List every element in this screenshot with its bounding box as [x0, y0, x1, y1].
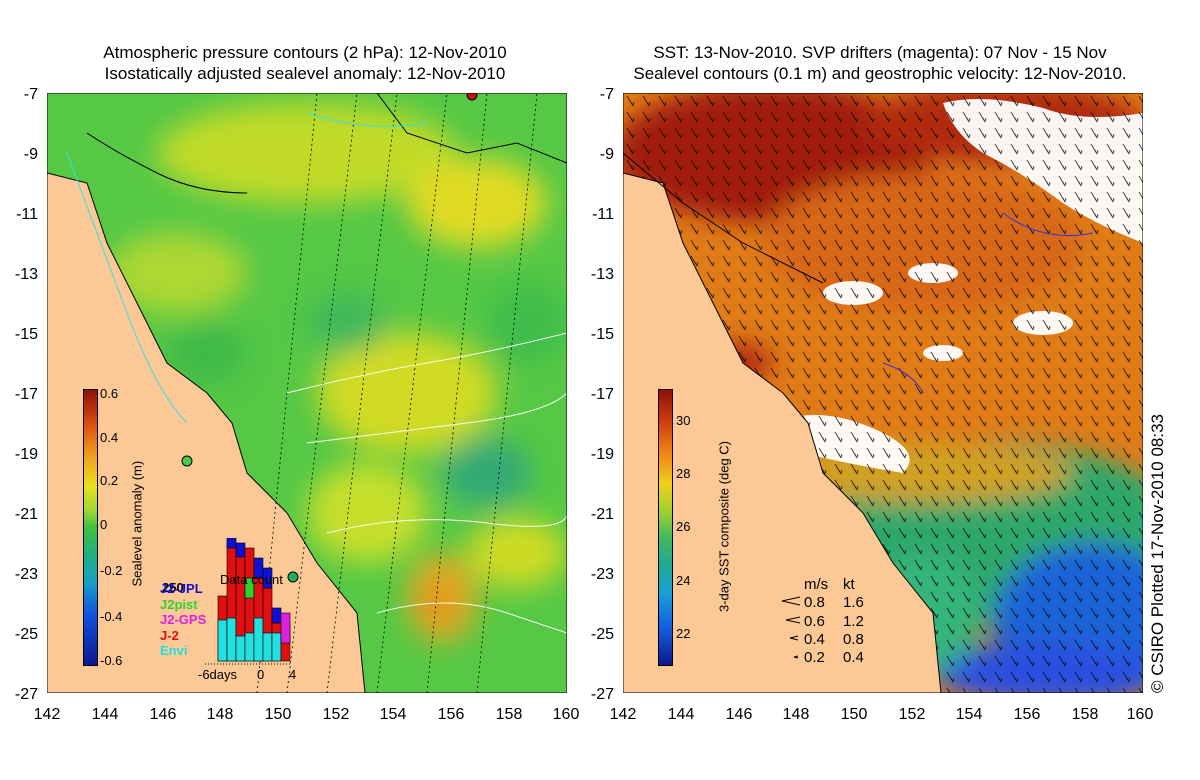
colorbar-tick: 0.6 [100, 386, 119, 401]
x-tick: 150 [840, 706, 868, 723]
right-title-line1: SST: 13-Nov-2010. SVP drifters (magenta)… [653, 43, 1107, 62]
sst-colorbar [658, 389, 673, 666]
inset-max-label: 250 [162, 580, 184, 595]
satellite-legend-item: J2-GPS [160, 612, 207, 627]
colorbar-tick: 22 [676, 626, 691, 641]
y-tick: -7 [599, 86, 614, 103]
x-tick: 160 [1126, 706, 1154, 723]
y-tick: -9 [23, 146, 38, 163]
satellite-legend-item: J2pist [160, 596, 198, 612]
velocity-kt-value: 0.4 [843, 649, 864, 666]
x-tick: 146 [725, 706, 753, 723]
y-tick: -9 [599, 146, 614, 163]
left-title-line2: Isostatically adjusted sealevel anomaly:… [104, 64, 506, 83]
colorbar-tick: 0 [100, 517, 108, 532]
y-tick: -25 [14, 626, 38, 643]
y-tick: -11 [592, 206, 614, 223]
x-tick: 150 [264, 706, 292, 723]
velocity-kt-value: 1.6 [843, 594, 864, 611]
colorbar-tick: 28 [676, 466, 691, 481]
x-tick: 142 [33, 706, 61, 723]
colorbar-tick: 30 [676, 413, 691, 428]
velocity-ms-value: 0.8 [804, 594, 825, 611]
right-title-line2: Sealevel contours (0.1 m) and geostrophi… [633, 64, 1127, 83]
left-title-line1: Atmospheric pressure contours (2 hPa): 1… [103, 43, 507, 62]
y-tick: -13 [14, 266, 38, 283]
y-tick: -25 [590, 626, 614, 643]
velocity-ms-value: 0.4 [804, 631, 825, 648]
inset-x-tick: 4 [289, 667, 297, 682]
colorbar-tick: -0.6 [100, 653, 123, 668]
colorbar-tick: 24 [676, 573, 691, 588]
x-tick: 158 [495, 706, 523, 723]
x-tick: 156 [437, 706, 465, 723]
colorbar-tick: 26 [676, 519, 691, 534]
y-tick: -17 [590, 386, 614, 403]
credit-text: © CSIRO Plotted 17-Nov-2010 08:33 [1148, 413, 1167, 693]
velocity-header-ms: m/s [804, 576, 829, 593]
y-tick: -19 [14, 446, 38, 463]
x-tick: 146 [149, 706, 177, 723]
y-tick: -23 [590, 566, 614, 583]
x-tick: 152 [898, 706, 926, 723]
sst-colorbar-title: 3-day SST composite (deg C) [716, 441, 732, 612]
y-tick: -15 [14, 326, 38, 343]
velocity-ms-value: 0.2 [804, 649, 825, 666]
x-tick: 148 [206, 706, 234, 723]
satellite-legend-item: Envi [160, 643, 188, 658]
data-count-inset: Data count 250 -6days 0 4 J2-JPL J2pist J2… [160, 538, 300, 683]
inset-satellite-legend: J2-JPL J2pist J2-GPS J-2 Envi [160, 581, 206, 659]
colorbar-tick: -0.4 [100, 609, 123, 624]
inset-x-tick: 0 [257, 667, 265, 682]
x-tick: 142 [609, 706, 637, 723]
x-tick: 154 [955, 706, 983, 723]
y-tick: -13 [590, 266, 614, 283]
x-tick: 152 [322, 706, 350, 723]
colorbar-tick: 0.2 [100, 473, 119, 488]
y-tick: -27 [14, 686, 38, 703]
velocity-legend: m/s kt 0.8 1.6 0.6 1.2 0.4 0.8 0.2 0.4 [780, 575, 900, 666]
sealevel-anomaly-map [47, 93, 567, 693]
x-tick: 156 [1013, 706, 1041, 723]
y-tick: -15 [590, 326, 614, 343]
satellite-legend-item: J-2 [160, 627, 179, 643]
inset-x-tick: -6days [198, 667, 238, 682]
y-tick: -19 [590, 446, 614, 463]
y-tick: -27 [590, 686, 614, 703]
y-tick: -21 [590, 506, 614, 523]
y-tick: -11 [16, 206, 38, 223]
x-tick: 144 [91, 706, 119, 723]
sealevel-colorbar-title: Sealevel anomaly (m) [129, 460, 145, 587]
y-tick: -23 [14, 566, 38, 583]
x-tick: 154 [379, 706, 407, 723]
y-tick: -17 [14, 386, 38, 403]
velocity-ms-value: 0.6 [804, 613, 825, 630]
y-tick: -21 [14, 506, 38, 523]
inset-title: Data count [220, 572, 283, 587]
x-tick: 148 [782, 706, 810, 723]
sst-map [623, 93, 1143, 693]
x-tick: 158 [1071, 706, 1099, 723]
velocity-kt-value: 0.8 [843, 631, 864, 648]
colorbar-tick: 0.4 [100, 430, 119, 445]
sealevel-colorbar [83, 389, 98, 666]
satellite-legend-item: J2-JPL [160, 581, 203, 596]
velocity-header-kt: kt [843, 576, 855, 593]
colorbar-tick: -0.2 [100, 563, 123, 578]
x-tick: 160 [552, 706, 580, 723]
y-tick: -7 [23, 86, 38, 103]
velocity-kt-value: 1.2 [843, 613, 864, 630]
x-tick: 144 [667, 706, 695, 723]
